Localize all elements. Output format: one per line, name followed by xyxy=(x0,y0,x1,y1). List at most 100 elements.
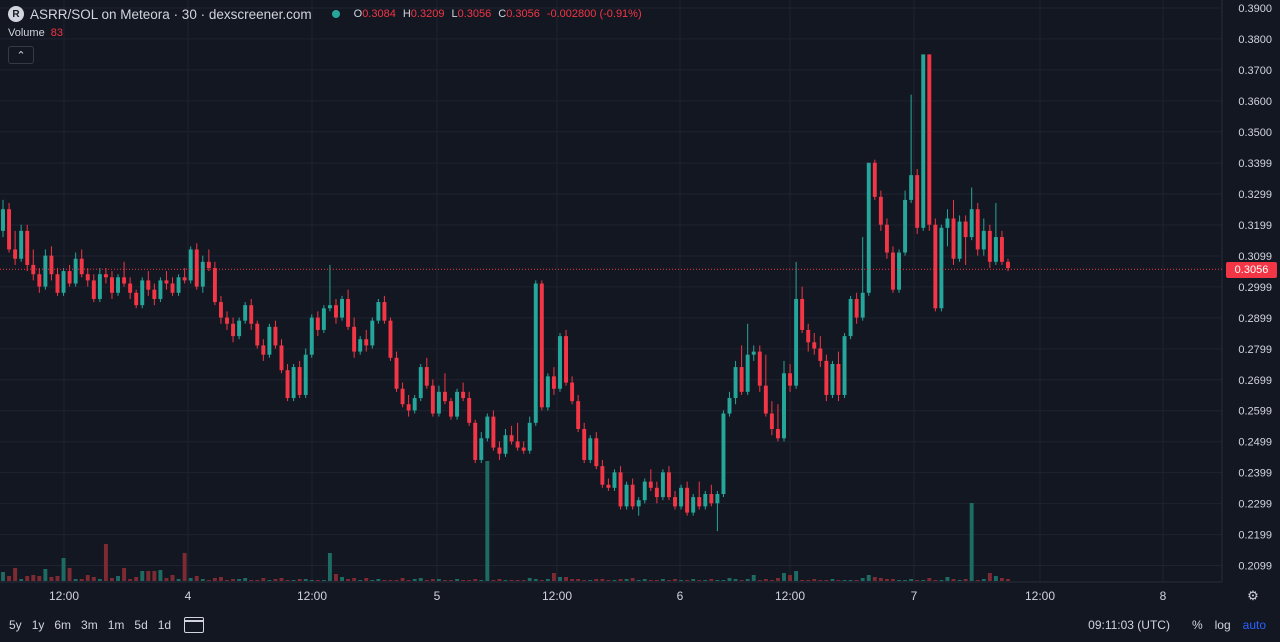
volume-bar xyxy=(685,580,690,581)
y-tick-label: 0.3600 xyxy=(1238,96,1272,108)
close-value: 0.3056 xyxy=(506,8,540,20)
volume-value: 83 xyxy=(50,27,63,39)
auto-scale-button[interactable]: auto xyxy=(1242,618,1266,632)
candle-body xyxy=(255,323,260,346)
volume-bar xyxy=(884,579,889,581)
volume-bar xyxy=(739,580,744,581)
candle-body xyxy=(739,367,744,392)
candle-body xyxy=(497,447,502,454)
volume-bar xyxy=(237,579,242,581)
candle-body xyxy=(194,249,199,287)
volume-bar xyxy=(497,579,502,581)
y-tick-label: 0.2599 xyxy=(1238,406,1272,418)
volume-bar xyxy=(733,579,738,581)
candle-body xyxy=(382,302,387,321)
volume-bar xyxy=(61,558,66,581)
candle-body xyxy=(309,317,314,355)
candle-body xyxy=(878,196,883,225)
candle-body xyxy=(709,494,714,504)
volume-bars xyxy=(1,461,1010,581)
volume-bar xyxy=(309,580,314,581)
volume-bar xyxy=(909,579,914,581)
volume-bar xyxy=(110,578,114,581)
candle-body xyxy=(685,487,690,513)
volume-bar xyxy=(903,580,908,581)
range-button-1m[interactable]: 1m xyxy=(107,618,125,632)
candle-body xyxy=(909,175,914,200)
volume-bar xyxy=(152,571,157,581)
volume-bar xyxy=(194,576,199,581)
candle-body xyxy=(503,435,508,454)
candle-body xyxy=(176,277,181,293)
candle-body xyxy=(128,283,133,293)
volume-bar xyxy=(400,578,405,581)
candle-body xyxy=(188,249,193,281)
collapse-legend-button[interactable]: ⌃ xyxy=(8,46,34,64)
volume-bar xyxy=(654,580,659,581)
range-button-6m[interactable]: 6m xyxy=(54,618,72,632)
volume-bar xyxy=(340,577,345,581)
volume-bar xyxy=(430,579,435,581)
candle-body xyxy=(866,162,871,293)
volume-bar xyxy=(763,579,768,581)
range-button-1d[interactable]: 1d xyxy=(157,618,172,632)
range-button-1y[interactable]: 1y xyxy=(31,618,45,632)
volume-bar xyxy=(981,579,986,581)
y-tick-label: 0.3900 xyxy=(1238,3,1272,15)
volume-bar xyxy=(782,573,786,581)
calendar-goto-icon[interactable] xyxy=(184,617,205,633)
candle-body xyxy=(182,277,187,281)
candle-body xyxy=(261,345,266,355)
y-tick-label: 0.3700 xyxy=(1238,65,1272,77)
candle-body xyxy=(418,367,423,399)
candle-body xyxy=(630,484,635,507)
candle-body xyxy=(854,298,859,318)
volume-bar xyxy=(243,578,248,581)
volume-bar xyxy=(915,580,920,581)
volume-bar xyxy=(975,580,980,581)
high-value: 0.3209 xyxy=(410,8,445,20)
bottom-toolbar: 5y 1y 6m 3m 1m 5d 1d 09:11:03 (UTC) % log auto xyxy=(0,608,1280,642)
candle-body xyxy=(164,280,169,284)
volume-bar xyxy=(436,579,441,581)
candle-body xyxy=(794,298,799,386)
candle-body xyxy=(327,305,332,309)
volume-bar xyxy=(806,580,811,581)
candle-body xyxy=(775,428,780,439)
volume-bar xyxy=(969,503,974,581)
pair-title: ASRR/SOL on Meteora · 30 · dexscreener.c… xyxy=(30,6,312,22)
candle-body xyxy=(648,481,653,488)
log-scale-button[interactable]: log xyxy=(1214,618,1231,632)
range-button-3m[interactable]: 3m xyxy=(81,618,98,632)
candle-body xyxy=(97,274,102,299)
range-buttons: 5y 1y 6m 3m 1m 5d 1d xyxy=(4,618,176,632)
volume-bar xyxy=(993,576,998,581)
scale-controls: 09:11:03 (UTC) % log auto xyxy=(1088,618,1266,632)
candle-body xyxy=(848,298,853,337)
volume-bar xyxy=(49,577,54,581)
utc-clock: 09:11:03 (UTC) xyxy=(1088,618,1170,632)
volume-bar xyxy=(200,579,205,581)
candle-body xyxy=(297,367,302,395)
volume-bar xyxy=(679,580,684,581)
percent-scale-button[interactable]: % xyxy=(1191,618,1203,632)
range-button-5y[interactable]: 5y xyxy=(9,618,22,632)
volume-bar xyxy=(346,579,351,581)
candle-body xyxy=(951,218,956,259)
candle-body xyxy=(679,487,684,507)
volume-bar xyxy=(897,580,901,581)
candle-body xyxy=(788,373,793,386)
x-tick-label: 12:00 xyxy=(49,589,79,603)
candle-body xyxy=(43,255,48,287)
volume-bar xyxy=(267,580,272,581)
volume-bar xyxy=(697,580,702,581)
gear-icon[interactable]: ⚙ xyxy=(1247,588,1259,603)
volume-bar xyxy=(134,577,139,581)
x-tick-label: 8 xyxy=(1160,589,1167,603)
volume-bar xyxy=(406,580,411,581)
volume-bar xyxy=(13,568,18,581)
range-button-5d[interactable]: 5d xyxy=(134,618,148,632)
open-label: O xyxy=(353,8,363,20)
volume-bar xyxy=(999,578,1004,581)
